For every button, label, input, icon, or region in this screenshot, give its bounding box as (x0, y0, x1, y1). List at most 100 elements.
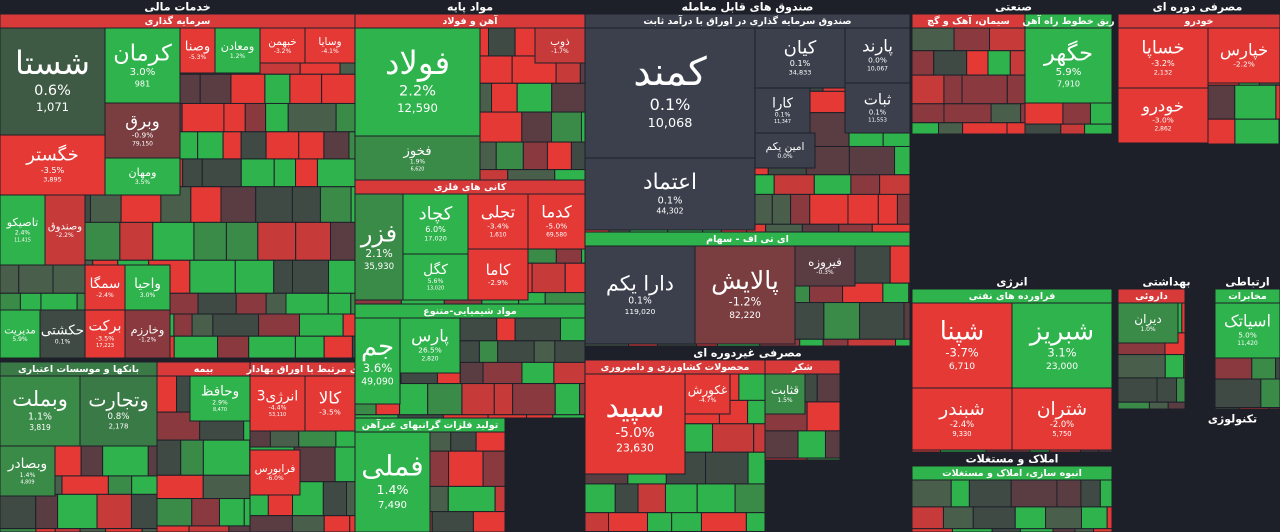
tile-background (1117, 27, 1209, 89)
tile-value: 6,620 (411, 166, 425, 172)
filler-tile (249, 515, 293, 532)
tile-background (402, 253, 469, 301)
filler-tile (298, 313, 344, 337)
tile-name: فخوز (403, 144, 432, 159)
tile-change: 5.0% (1238, 330, 1257, 339)
tile-change: 1.1% (28, 412, 52, 423)
filler-tile (966, 50, 989, 76)
tile-change: -3.4% (487, 221, 509, 230)
filler-tile (248, 335, 296, 359)
tile-change: 0.1% (55, 338, 71, 345)
tile-name: پارند (862, 36, 893, 56)
tile-change: 0.8% (108, 412, 130, 422)
tile-change: 0.1% (658, 195, 683, 206)
filler-tile (287, 102, 337, 133)
tile-value: 11,347 (774, 119, 791, 125)
filler-tile (745, 512, 766, 532)
filler-tile (334, 446, 356, 483)
filler-tile (889, 245, 911, 284)
stock-tile: وخارزم-1.2% (124, 309, 171, 359)
filler-tile (57, 493, 98, 530)
filler-tile (35, 528, 56, 532)
filler-tile (765, 223, 803, 233)
tile-name: وصندوق (48, 221, 82, 232)
filler-tile (1106, 506, 1113, 530)
filler-tile (273, 259, 293, 294)
filler-tile (871, 223, 911, 233)
filler-tile (265, 131, 300, 160)
tile-name: واحیا (134, 276, 161, 292)
stock-tile: سمگا-2.4% (84, 264, 126, 311)
tile-background (104, 157, 181, 196)
filler-tile (181, 102, 225, 133)
filler-tile (348, 131, 356, 160)
tile-value: 35,930 (364, 262, 394, 272)
filler-tile (180, 439, 204, 476)
group-title: تولید فلزات گرانبهای غیرآهن (362, 418, 499, 431)
tile-name: کمند (633, 50, 707, 95)
group-title: شکر (791, 362, 813, 373)
filler-tile (554, 169, 586, 181)
tile-name: اسیاتک (1224, 312, 1271, 331)
tile-background (754, 87, 811, 134)
filler-tile (764, 457, 808, 461)
filler-tile (911, 506, 944, 530)
filler-tile (431, 511, 474, 532)
filler-tile (346, 481, 356, 517)
tile-change: 5.6% (428, 278, 444, 285)
filler-tile (521, 111, 553, 143)
tile-background (354, 27, 481, 137)
tile-change: -2.9% (488, 279, 508, 287)
filler-tile (244, 102, 267, 133)
filler-tile (131, 475, 158, 495)
filler-tile (962, 122, 1008, 135)
filler-tile (1234, 84, 1277, 120)
filler-tile (427, 383, 463, 416)
group-title: سرمایه گذاری (145, 15, 211, 27)
filler-tile (806, 401, 841, 432)
tile-name: خپارس (1220, 41, 1268, 61)
filler-tile (882, 282, 910, 304)
filler-tile (968, 479, 1012, 508)
tile-change: 2.1% (365, 247, 392, 260)
tile-value: 4,809 (20, 480, 34, 486)
section-title: مواد پایه (447, 1, 493, 14)
filler-tile (220, 186, 257, 223)
filler-tile (584, 512, 610, 532)
filler-tile (579, 383, 586, 416)
filler-tile (1148, 401, 1169, 410)
group-title: محصولات کشاورزی و دامپروری (601, 362, 750, 373)
filler-tile (877, 193, 898, 225)
tile-change: -6.0% (266, 475, 284, 482)
filler-tile (894, 145, 911, 176)
filler-tile (848, 145, 896, 176)
filler-tile (1238, 407, 1270, 410)
tile-name: فرابورس (255, 462, 296, 475)
filler-tile (1099, 479, 1113, 508)
tile-change: -2.4% (950, 419, 974, 429)
tile-change: 2.2% (399, 83, 436, 100)
stock-tile: فیروزه-0.3% (794, 245, 856, 287)
filler-tile (903, 302, 911, 340)
section-title: صندوق های قابل معامله (682, 1, 814, 14)
filler-tile (152, 221, 195, 261)
filler-tile (987, 50, 1011, 76)
tile-change: -0.3% (816, 269, 834, 276)
tile-background (911, 302, 1013, 389)
tile-change: 26.5% (418, 345, 442, 354)
filler-tile (1014, 506, 1047, 530)
tile-name: تاصیکو (6, 216, 39, 230)
filler-tile (580, 111, 586, 143)
stock-tile: برکت-3.5%17,223 (84, 309, 126, 359)
filler-tile (321, 73, 356, 104)
filler-tile (197, 292, 237, 315)
group-title: فراورده های نفتی (969, 291, 1056, 302)
section-title: بهداشتی (1143, 276, 1191, 289)
tile-name: وحافظ (201, 384, 239, 400)
tile-change: 0.1% (775, 112, 791, 119)
stock-tile: شتران-2.0%5,750 (1011, 387, 1113, 451)
